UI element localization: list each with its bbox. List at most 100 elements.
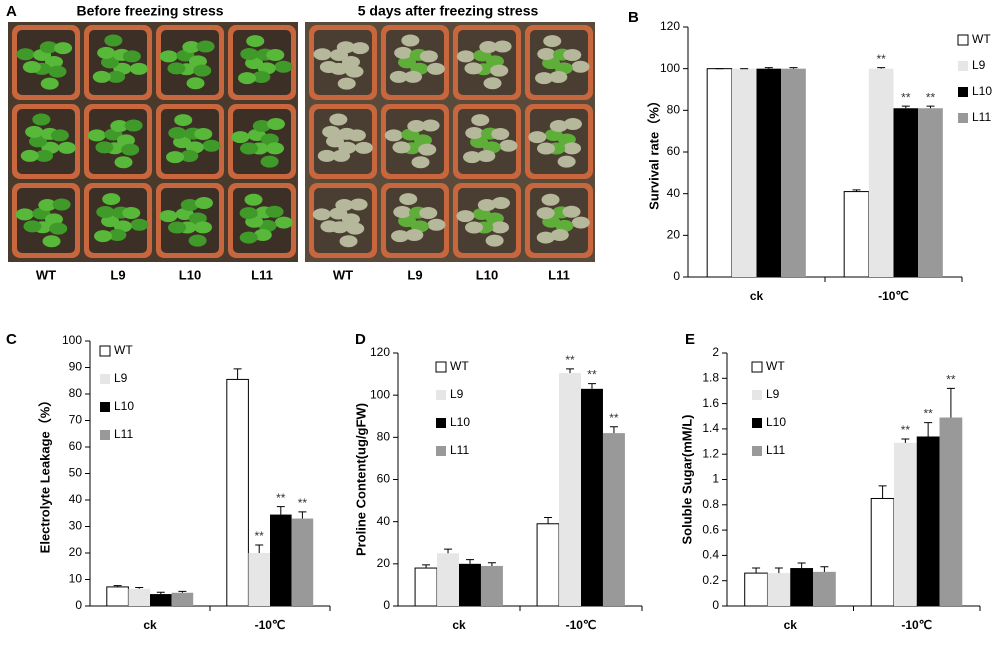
legend-swatch (436, 446, 446, 456)
plant (426, 62, 445, 75)
error-bar (113, 585, 122, 587)
significance-label: ** (926, 90, 936, 104)
plant (341, 213, 360, 226)
bar (150, 594, 172, 606)
bar (756, 68, 782, 278)
panel-label: C (6, 331, 17, 348)
plant (246, 35, 265, 48)
plant (231, 131, 250, 144)
plant (346, 222, 365, 235)
photo-title: Before freezing stress (76, 3, 223, 19)
plant (342, 56, 360, 68)
error-bar (852, 189, 861, 192)
plant (265, 205, 284, 218)
plant (571, 60, 590, 73)
plant (335, 199, 354, 212)
panel-label: B (628, 9, 639, 26)
plant (537, 142, 556, 155)
y-tick-label: 0 (712, 598, 719, 612)
plant (38, 199, 57, 212)
bar (291, 518, 314, 606)
plant (239, 207, 258, 220)
plant (571, 216, 590, 229)
plant (491, 128, 510, 141)
plant (421, 119, 440, 132)
plant (313, 48, 332, 61)
error-bar (422, 564, 431, 569)
y-tick-label: 1.4 (702, 421, 719, 435)
plant (49, 222, 68, 235)
plant (322, 125, 341, 138)
plant (240, 48, 259, 61)
plant (419, 207, 438, 220)
bar (536, 523, 560, 607)
plant (393, 206, 412, 219)
plant (384, 129, 403, 142)
plant (130, 218, 149, 231)
error-bar (820, 566, 829, 572)
y-axis-label: Proline Content(ug/gFW) (353, 403, 368, 556)
plant (20, 149, 39, 162)
plant (168, 127, 187, 140)
y-tick-label: 10 (69, 572, 83, 586)
error-bar (789, 67, 798, 69)
legend-swatch (436, 418, 446, 428)
plant (186, 77, 205, 90)
plant (52, 198, 71, 211)
plant (168, 221, 187, 234)
legend-label: L9 (114, 371, 128, 385)
error-bar (444, 548, 453, 554)
plant (94, 230, 113, 243)
plant (456, 50, 475, 63)
bar (706, 68, 733, 278)
y-tick-label: 90 (69, 360, 83, 374)
y-tick-label: 120 (660, 19, 680, 33)
plant (238, 72, 257, 85)
plant (15, 208, 34, 221)
error-bar (566, 368, 575, 374)
plant (465, 221, 484, 234)
plant (174, 114, 193, 127)
significance-label: ** (923, 407, 933, 421)
plant (32, 113, 51, 126)
plant (252, 120, 271, 133)
y-tick-label: 80 (69, 386, 83, 400)
plant (471, 114, 490, 127)
genotype-label: L11 (251, 267, 273, 282)
plant (391, 230, 410, 243)
error-bar (901, 438, 910, 443)
plant (536, 207, 555, 220)
y-tick-label: 100 (370, 387, 390, 401)
plant (260, 155, 279, 168)
x-tick-label: ck (143, 618, 157, 632)
plant (493, 40, 512, 53)
error-bar (487, 562, 496, 566)
bar (918, 108, 943, 277)
genotype-label: WT (333, 267, 353, 282)
plant (485, 55, 504, 68)
bar (870, 497, 895, 607)
plant (194, 128, 213, 141)
legend-swatch (752, 390, 762, 400)
plant (29, 135, 48, 148)
legend-label: L10 (972, 84, 992, 98)
plant (405, 228, 424, 241)
plant (101, 56, 120, 69)
bar (437, 553, 459, 606)
bar (459, 563, 481, 606)
plant (274, 216, 293, 229)
plant (57, 141, 76, 154)
y-tick-label: 0 (383, 598, 390, 612)
plant (182, 41, 201, 54)
y-tick-label: 0 (75, 598, 82, 612)
plant (274, 60, 293, 73)
x-tick-label: ck (750, 289, 764, 303)
plant (166, 151, 185, 164)
genotype-label: WT (36, 267, 56, 282)
y-axis-label: Electrolyte Leakage（%） (37, 394, 52, 554)
plant (407, 120, 426, 133)
plant (317, 149, 336, 162)
plant (114, 156, 133, 169)
plant (87, 129, 106, 142)
plant (22, 61, 41, 74)
